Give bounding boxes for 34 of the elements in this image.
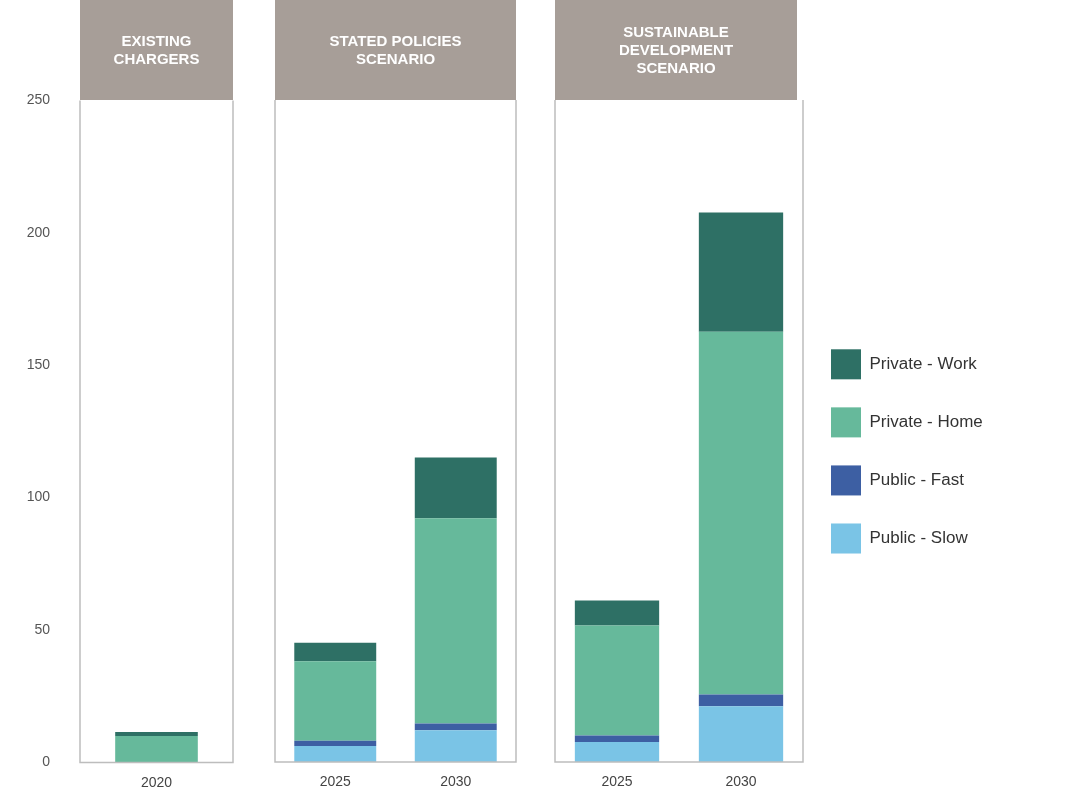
legend-label: Private - Work [869,353,978,373]
x-tick-label: 2025 [601,773,633,790]
chart-title: STATED POLICIES SCENARIO [275,0,516,100]
bar [294,661,377,741]
legend-label: Public - Fast [869,470,965,490]
bar [414,730,497,762]
x-tick-label: 2025 [319,773,352,790]
bar [698,331,784,695]
y-tick-label: 50 [34,620,51,637]
bar [574,735,660,743]
bar [294,642,377,662]
legend-label: Private - Home [869,412,983,432]
bar [414,518,497,724]
x-tick-label: 2030 [725,773,757,790]
x-tick-label: 2020 [140,773,173,790]
bar [574,625,660,736]
bar [414,457,497,519]
x-tick-label: 2030 [440,773,472,790]
y-tick-label: 0 [42,752,51,769]
bar [698,212,784,332]
chart-title: SUSTAINABLE DEVELOPMENT SCENARIO [555,0,797,100]
bar [414,723,497,731]
bar [698,706,784,762]
bar [294,746,377,762]
y-tick-label: 200 [26,223,51,240]
bar [698,694,784,707]
bar [574,600,660,626]
legend-label: Public - Slow [869,528,969,548]
y-tick-label: 100 [26,488,51,505]
y-tick-label: 250 [26,90,51,107]
y-tick-label: 150 [26,355,51,372]
bar [574,742,660,762]
bar [294,740,377,747]
chart-title: EXISTING CHARGERS [80,0,233,100]
